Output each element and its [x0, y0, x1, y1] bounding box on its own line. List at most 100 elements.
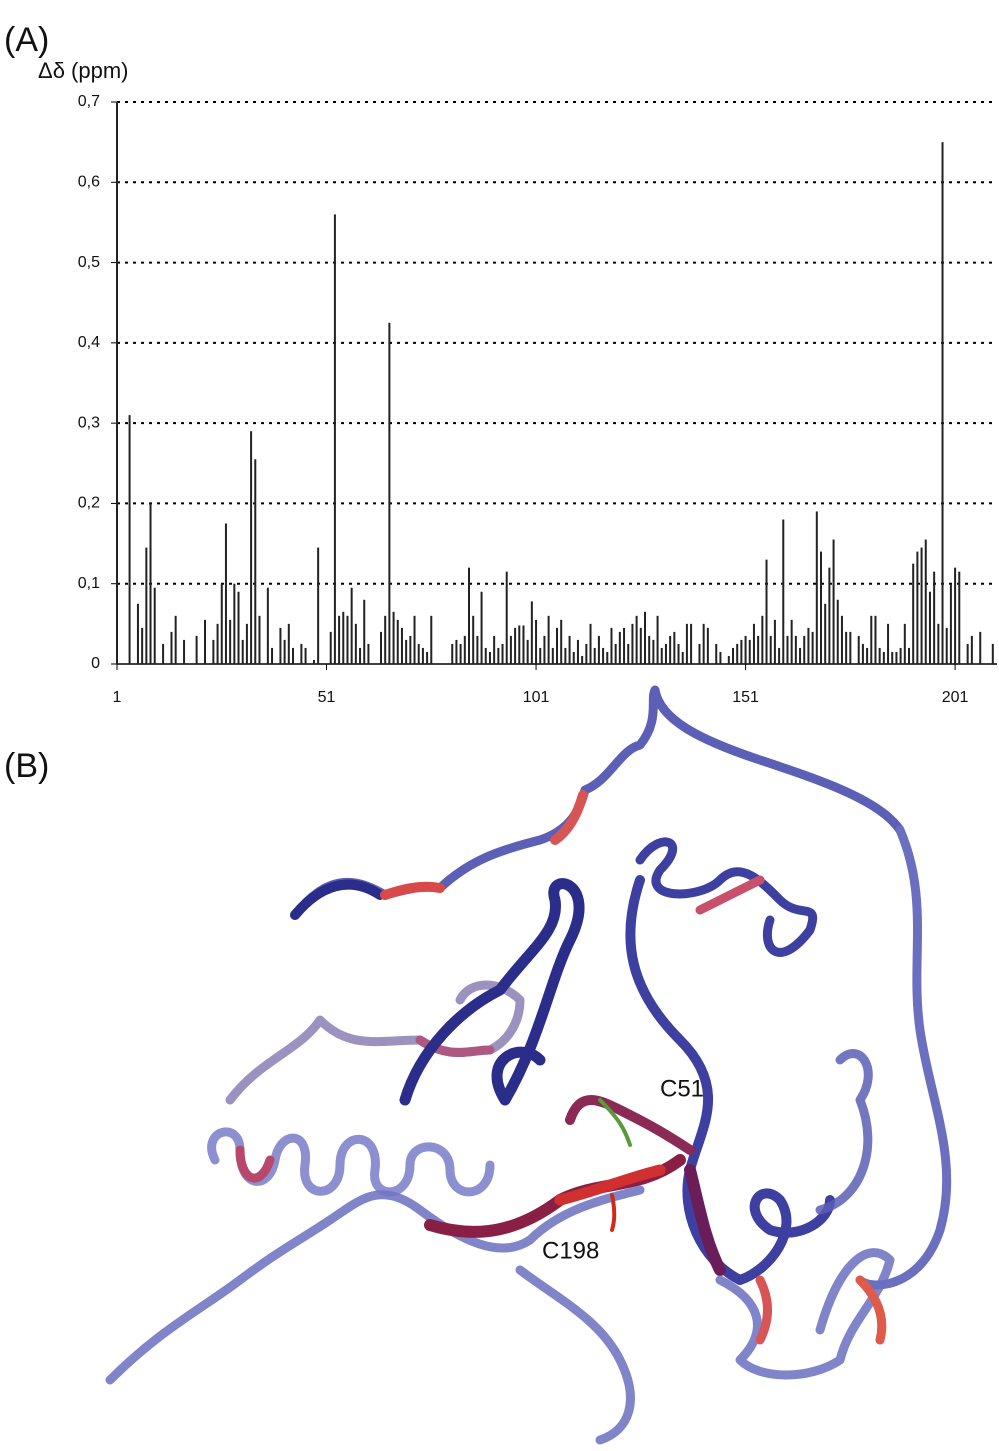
y-tick-label: 0,3 [78, 414, 100, 431]
bar [455, 639, 458, 664]
bar [799, 647, 802, 664]
bar [912, 563, 915, 664]
bar [350, 587, 353, 664]
bar [388, 322, 391, 664]
bar [271, 647, 274, 664]
bar [656, 615, 659, 664]
bar [409, 635, 412, 664]
bar [878, 647, 881, 664]
bar [493, 635, 496, 664]
bar [744, 635, 747, 664]
bar [581, 655, 584, 664]
bar [945, 627, 948, 664]
bar [136, 603, 139, 664]
bar [488, 651, 491, 664]
bar [476, 635, 479, 664]
bar [937, 623, 940, 664]
bar [840, 615, 843, 664]
bar [870, 615, 873, 664]
bar [669, 635, 672, 664]
bar [589, 623, 592, 664]
bar [782, 519, 785, 664]
bar [522, 625, 525, 664]
bar [891, 651, 894, 664]
bar [405, 639, 408, 664]
bar [162, 643, 165, 664]
bar [400, 627, 403, 664]
bar [748, 639, 751, 664]
bar [845, 631, 848, 664]
bar [237, 591, 240, 664]
bar [472, 615, 475, 664]
bar [941, 142, 944, 665]
x-tick-label: 51 [318, 689, 336, 706]
bar [145, 547, 148, 664]
bar [484, 647, 487, 664]
bar [903, 623, 906, 664]
bar [769, 635, 772, 664]
y-tick-label: 0,4 [78, 334, 100, 351]
bar [706, 627, 709, 664]
bar [543, 635, 546, 664]
bar [333, 214, 336, 664]
bar [887, 623, 890, 664]
bar [354, 623, 357, 664]
bar [606, 651, 609, 664]
protein-ribbon [105, 685, 952, 1445]
y-tick-label: 0,7 [78, 93, 100, 110]
bar [614, 643, 617, 664]
residue-label: C51 [660, 1075, 704, 1102]
bar [702, 623, 705, 664]
bar [861, 643, 864, 664]
bar [631, 623, 634, 664]
bar [505, 571, 508, 664]
bar [463, 635, 466, 664]
y-tick-label: 0,2 [78, 495, 100, 512]
y-tick-label: 0,5 [78, 254, 100, 271]
bar [338, 615, 341, 664]
bar [266, 587, 269, 664]
bar [966, 643, 969, 664]
bar [183, 639, 186, 664]
bar [568, 635, 571, 664]
bar [509, 635, 512, 664]
bar [317, 547, 320, 664]
bar [832, 539, 835, 664]
bar [736, 643, 739, 664]
bar [958, 571, 961, 664]
x-tick-label: 151 [732, 689, 759, 706]
bar [229, 619, 232, 664]
bar [610, 627, 613, 664]
bar [245, 623, 248, 664]
bar [576, 639, 579, 664]
bar [551, 647, 554, 664]
bar [593, 647, 596, 664]
bar [518, 625, 521, 664]
bar [216, 623, 219, 664]
bar [547, 615, 550, 664]
bar [677, 643, 680, 664]
bar [820, 551, 822, 664]
bar [535, 619, 538, 664]
x-tick-label: 1 [113, 689, 122, 706]
bar [908, 647, 910, 664]
bar [497, 647, 500, 664]
bar [949, 583, 952, 664]
bar [220, 583, 223, 664]
bar [874, 615, 877, 664]
bar [204, 619, 206, 664]
bar [836, 599, 839, 664]
bar [224, 523, 227, 664]
bar [459, 643, 462, 664]
bar [585, 643, 588, 664]
bar [141, 627, 144, 664]
bar [790, 619, 793, 664]
bar [715, 643, 718, 664]
bar [174, 615, 177, 664]
bar [417, 643, 420, 664]
bar [933, 571, 936, 664]
x-tick-label: 101 [523, 689, 550, 706]
residue-label: C198 [542, 1237, 599, 1264]
bar [928, 591, 931, 664]
